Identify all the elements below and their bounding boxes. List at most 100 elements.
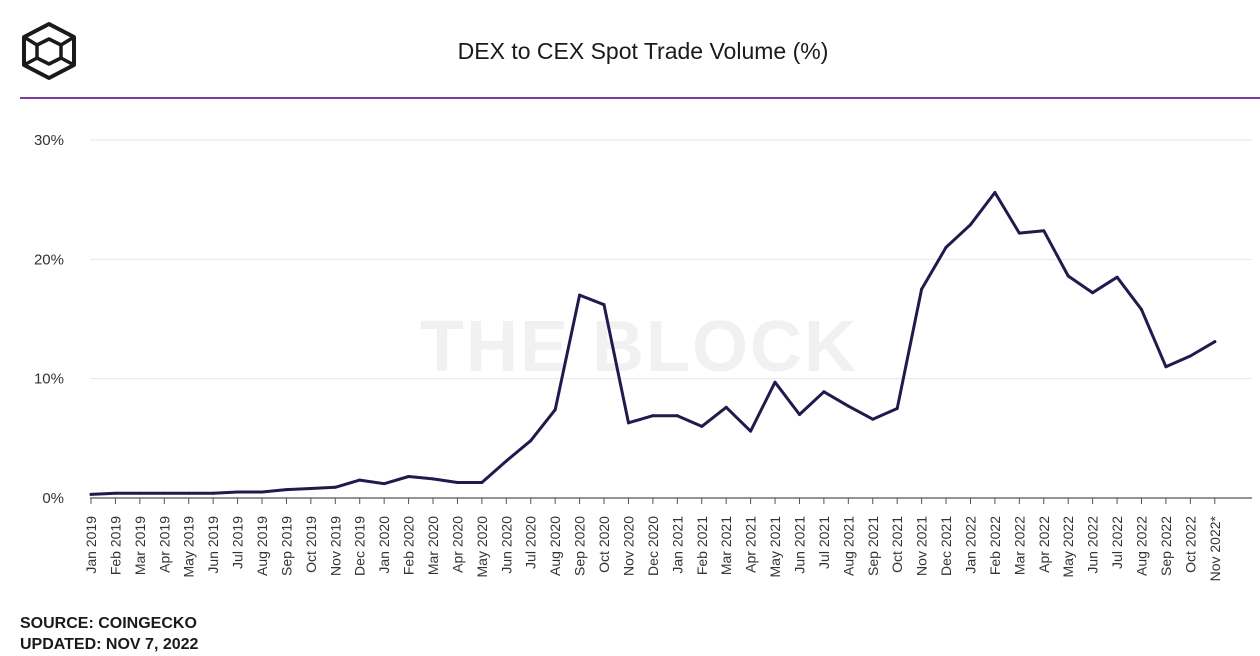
x-tick-label: Mar 2022 — [1011, 516, 1027, 575]
x-tick-label: Jul 2020 — [523, 516, 539, 569]
x-tick-label: Sep 2022 — [1158, 516, 1174, 576]
data-point — [871, 417, 875, 421]
y-tick-label: 20% — [34, 251, 64, 268]
data-point — [553, 408, 557, 412]
x-tick-label: Nov 2022* — [1207, 515, 1223, 581]
x-tick-label: Oct 2019 — [303, 516, 319, 573]
x-tick-label: Jul 2022 — [1109, 516, 1125, 569]
data-point — [822, 390, 826, 394]
data-point — [382, 482, 386, 486]
data-point — [895, 407, 899, 410]
data-point — [993, 191, 997, 195]
updated-label: UPDATED: NOV 7, 2022 — [20, 636, 199, 653]
x-tick-label: May 2019 — [181, 516, 197, 578]
data-point — [1139, 307, 1143, 311]
x-tick-label: Aug 2019 — [254, 516, 270, 576]
x-tick-label: Apr 2020 — [449, 516, 465, 573]
data-point — [333, 485, 337, 489]
data-point — [113, 491, 117, 495]
source-footer: SOURCE: COINGECKO UPDATED: NOV 7, 2022 — [20, 613, 198, 655]
x-tick-label: Aug 2020 — [547, 516, 563, 576]
data-point — [309, 486, 313, 490]
watermark: THE BLOCK — [420, 307, 858, 387]
data-point — [944, 245, 948, 249]
data-point — [455, 480, 459, 484]
x-tick-label: Sep 2021 — [865, 516, 881, 576]
data-point — [1213, 340, 1217, 344]
data-point — [358, 478, 362, 482]
data-point — [187, 491, 191, 495]
data-point — [529, 439, 533, 443]
x-tick-label: Mar 2019 — [132, 516, 148, 575]
data-point — [1164, 365, 1168, 369]
data-point — [1188, 354, 1192, 358]
data-point — [162, 491, 166, 495]
x-tick-label: Oct 2021 — [889, 516, 905, 573]
data-point — [480, 480, 484, 484]
header-divider — [20, 97, 1260, 99]
data-point — [968, 223, 972, 227]
x-tick-label: May 2022 — [1060, 516, 1076, 578]
series-line — [89, 191, 1217, 496]
data-point — [1115, 275, 1119, 279]
x-tick-label: Sep 2019 — [278, 516, 294, 576]
x-tick-label: Dec 2021 — [938, 516, 954, 576]
x-tick-label: Feb 2020 — [401, 516, 417, 575]
x-tick-label: May 2020 — [474, 516, 490, 578]
x-tick-label: Jan 2021 — [669, 516, 685, 574]
x-tick-label: Dec 2019 — [352, 516, 368, 576]
data-point — [431, 477, 435, 481]
data-point — [1091, 291, 1095, 295]
data-point — [626, 421, 630, 425]
data-point — [260, 490, 264, 494]
chart-title: DEX to CEX Spot Trade Volume (%) — [457, 38, 829, 64]
x-tick-label: Apr 2022 — [1036, 516, 1052, 573]
x-tick-label: Jul 2019 — [230, 516, 246, 569]
x-tick-label: Jun 2019 — [205, 516, 221, 574]
data-point — [1042, 229, 1046, 233]
x-tick-label: Jan 2022 — [962, 516, 978, 574]
line-chart: 0% 10% 20% 30% Jan 2019 Feb 2019 Mar 2019 Apr 2… — [34, 132, 1252, 581]
data-point — [797, 412, 801, 416]
data-point — [920, 287, 924, 291]
x-tick-label: Jun 2021 — [791, 516, 807, 574]
data-point — [89, 492, 93, 496]
data-point — [749, 429, 753, 433]
x-tick-label: Mar 2021 — [718, 516, 734, 575]
x-tick-label: May 2021 — [767, 516, 783, 578]
source-label: SOURCE: COINGECKO — [20, 615, 197, 632]
data-point — [1017, 231, 1021, 235]
x-tick-label: Oct 2020 — [596, 516, 612, 573]
x-tick-label: Jan 2019 — [83, 516, 99, 574]
data-point — [724, 405, 728, 409]
x-tick-label: Nov 2020 — [620, 516, 636, 576]
data-point — [773, 380, 777, 384]
x-tick-label: Feb 2019 — [107, 516, 123, 575]
the-block-logo-icon — [22, 22, 76, 80]
data-point — [651, 414, 655, 418]
x-tick-label: Jun 2020 — [498, 516, 514, 574]
x-tick-label: Mar 2020 — [425, 516, 441, 575]
x-tick-label: Apr 2021 — [743, 516, 759, 573]
x-tick-label: Feb 2022 — [987, 516, 1003, 575]
y-tick-label: 10% — [34, 371, 64, 388]
data-point — [1066, 274, 1070, 278]
x-tick-label: Feb 2021 — [694, 516, 710, 575]
x-tick-label: Dec 2020 — [645, 516, 661, 576]
x-tick-label: Jan 2020 — [376, 516, 392, 574]
x-tick-label: Aug 2022 — [1133, 516, 1149, 576]
data-point — [284, 488, 288, 492]
data-point — [211, 491, 215, 495]
data-point — [236, 490, 240, 494]
data-point — [138, 491, 142, 495]
x-tick-label: Nov 2021 — [914, 516, 930, 576]
x-tick-label: Aug 2021 — [840, 516, 856, 576]
data-point — [578, 293, 582, 297]
y-tick-label: 0% — [42, 490, 64, 507]
x-tick-label: Jun 2022 — [1085, 516, 1101, 574]
y-tick-label: 30% — [34, 132, 64, 149]
data-point — [504, 459, 508, 463]
data-point — [602, 303, 606, 307]
x-tick-label: Nov 2019 — [327, 516, 343, 576]
x-tick-label: Apr 2019 — [156, 516, 172, 573]
